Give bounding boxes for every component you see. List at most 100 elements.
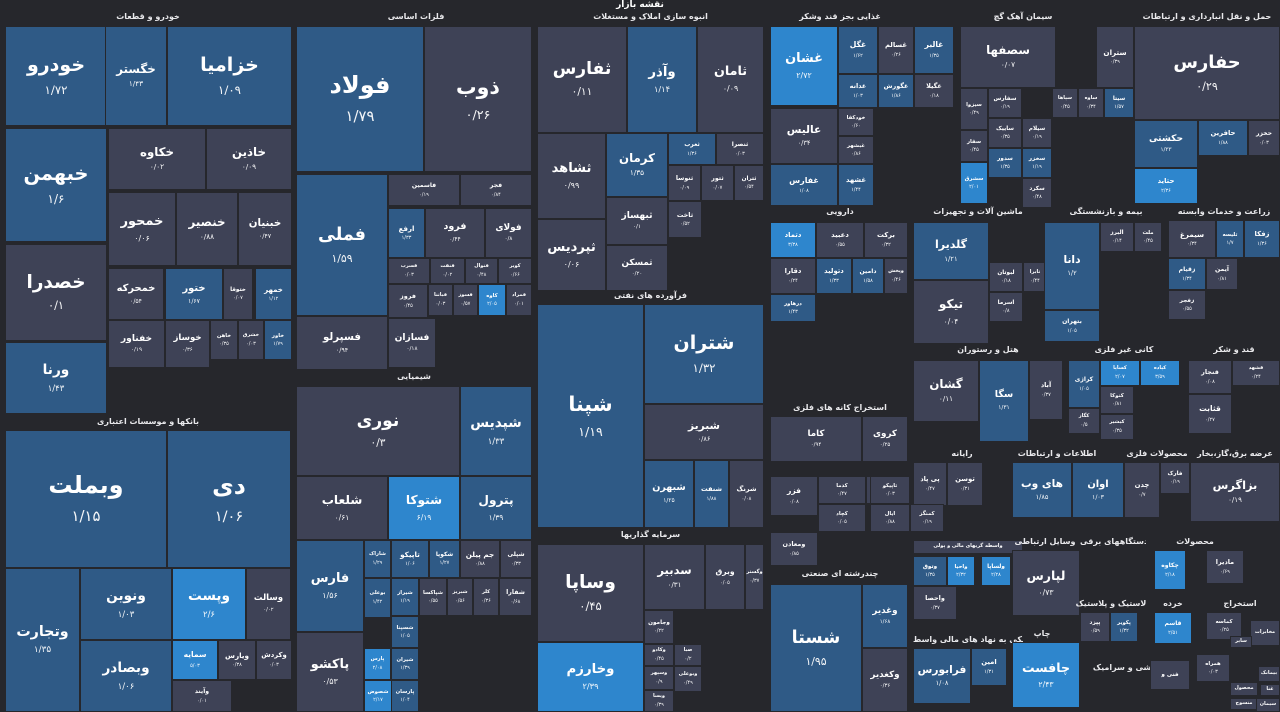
stock-tile[interactable]: ساییک ۰/۳۵: [988, 118, 1022, 148]
stock-tile[interactable]: وبرق ۰/۰۵: [705, 544, 745, 610]
stock-tile[interactable]: بتهران ۱/۰۵: [1044, 310, 1100, 342]
stock-tile[interactable]: کپاده ۳/۵۹: [1140, 360, 1180, 386]
stock-tile[interactable]: ثنوسا ۰/۰۹: [668, 165, 701, 201]
stock-tile[interactable]: ثمسکن ۰/۲۰: [606, 245, 668, 291]
stock-tile[interactable]: چکاوه ۲/۱۸: [1154, 550, 1186, 590]
stock-tile[interactable]: سمایه ۵/۰۳: [172, 640, 218, 680]
stock-tile[interactable]: کیشیر ۰/۳۵: [1100, 414, 1134, 440]
stock-tile[interactable]: چدن ۰/۷: [1124, 462, 1160, 518]
stock-tile[interactable]: واحیا ۲/۳۲: [947, 556, 975, 586]
stock-tile[interactable]: عالیس ۰/۳۴: [770, 108, 838, 164]
stock-tile[interactable]: فروز ۰/۴۵: [388, 284, 428, 318]
stock-tile[interactable]: وسالت ۰/۰۲: [246, 568, 291, 640]
stock-tile[interactable]: خکاوه ۰/۰۲: [108, 128, 206, 190]
stock-tile[interactable]: شتوکا ۶/۱۹: [388, 476, 460, 540]
stock-tile[interactable]: سیمان: [1256, 698, 1280, 712]
stock-tile[interactable]: مادیرا ۰/۶۹: [1206, 550, 1244, 584]
stock-tile[interactable]: وگستر ۰/۳۷: [745, 544, 764, 610]
stock-tile[interactable]: وکغدیر ۰/۳۶: [862, 648, 908, 712]
stock-tile[interactable]: خفناور ۰/۱۹: [108, 320, 165, 368]
stock-tile[interactable]: ذوب ۰/۲۶: [424, 26, 532, 172]
stock-tile[interactable]: فرابورس ۱/۰۸: [913, 648, 971, 704]
stock-tile[interactable]: خاهن ۰/۳۵: [210, 320, 238, 360]
stock-tile[interactable]: فسازان ۰/۱۸: [388, 318, 436, 368]
stock-tile[interactable]: شبریز ۰/۵۶: [447, 578, 473, 616]
stock-tile[interactable]: شتران ۱/۳۲: [644, 304, 764, 404]
stock-tile[interactable]: پکویر ۱/۳۲: [1110, 612, 1138, 642]
stock-tile[interactable]: سایر: [1230, 636, 1252, 648]
stock-tile[interactable]: سدور ۱/۳۵: [988, 148, 1022, 178]
stock-tile[interactable]: کویر ۰/۶۶: [498, 258, 532, 284]
stock-tile[interactable]: خمحرکه ۰/۵۴: [108, 268, 164, 320]
stock-tile[interactable]: گشان ۰/۱۱: [913, 360, 979, 422]
stock-tile[interactable]: پارسان ۱/۰۴: [391, 680, 419, 712]
stock-tile[interactable]: سپاها ۰/۴۵: [1052, 88, 1078, 118]
stock-tile[interactable]: فملی ۱/۵۹: [296, 174, 388, 316]
stock-tile[interactable]: برکت ۰/۳۲: [864, 222, 908, 258]
stock-tile[interactable]: وتوق ۱/۳۵: [913, 556, 947, 586]
stock-tile[interactable]: غشهد ۱/۴۴: [838, 164, 874, 206]
stock-tile[interactable]: خاذین ۰/۰۹: [206, 128, 292, 190]
stock-tile[interactable]: ارفع ۱/۳۳: [388, 208, 425, 258]
stock-tile[interactable]: گلدیرا ۱/۲۱: [913, 222, 989, 280]
stock-tile[interactable]: زفجر ۰/۵۵: [1168, 290, 1206, 320]
stock-tile[interactable]: دامین ۱/۵۸: [852, 258, 884, 294]
stock-tile[interactable]: شفارا ۰/۶۸: [499, 578, 532, 616]
stock-tile[interactable]: کماسه ۰/۲۵: [1206, 612, 1242, 640]
stock-tile[interactable]: درهاور ۱/۴۳: [770, 294, 816, 322]
stock-tile[interactable]: پی پاد ۰/۴۷: [913, 462, 947, 506]
stock-tile[interactable]: کلر ۰/۳۶: [473, 578, 499, 616]
stock-tile[interactable]: کساپا ۲/۰۷: [1100, 360, 1140, 386]
stock-tile[interactable]: شپلی ۰/۳۳: [500, 540, 532, 578]
stock-tile[interactable]: سگا ۱/۳۱: [979, 360, 1029, 442]
stock-tile[interactable]: غگورش ۱/۸۶: [878, 74, 914, 108]
stock-tile[interactable]: غسالم ۰/۲۶: [878, 26, 914, 74]
stock-tile[interactable]: فسپرلو ۰/۹۴: [296, 316, 388, 370]
stock-tile[interactable]: حفارس ۰/۲۹: [1134, 26, 1280, 120]
stock-tile[interactable]: ثغرب ۱/۳۶: [668, 133, 716, 165]
stock-tile[interactable]: خگستر ۱/۴۳: [105, 26, 167, 126]
stock-tile[interactable]: ساوه ۰/۳۴: [1078, 88, 1104, 118]
stock-tile[interactable]: وآذر ۱/۱۴: [627, 26, 697, 133]
stock-tile[interactable]: خصدرا ۰/۱: [5, 244, 107, 341]
stock-tile[interactable]: توسن ۰/۳۱: [947, 462, 983, 506]
stock-tile[interactable]: شپدیس ۱/۳۳: [460, 386, 532, 476]
stock-tile[interactable]: غگیلا ۰/۱۸: [914, 74, 954, 108]
stock-tile[interactable]: وپست ۲/۶: [172, 568, 246, 640]
stock-tile[interactable]: شلعاب ۰/۶۱: [296, 476, 388, 540]
stock-tile[interactable]: فنوال ۰/۴۸: [465, 258, 498, 284]
stock-tile[interactable]: شپنا ۱/۱۹: [537, 304, 644, 528]
stock-tile[interactable]: کراژی ۱/۰۵: [1068, 360, 1100, 408]
stock-tile[interactable]: ستران ۰/۳۹: [1096, 26, 1134, 88]
stock-tile[interactable]: وپخش ۰/۴۶: [884, 258, 908, 294]
stock-tile[interactable]: بزاگرس ۰/۱۹: [1190, 462, 1280, 522]
stock-tile[interactable]: امین ۱/۳۱: [971, 648, 1007, 686]
stock-tile[interactable]: ویسا ۰/۳۹: [644, 690, 674, 712]
stock-tile[interactable]: شپاکسا ۰/۵۵: [419, 578, 447, 616]
stock-tile[interactable]: شسپنا ۱/۰۵: [391, 616, 419, 648]
stock-tile[interactable]: ثپردیس ۰/۰۶: [537, 219, 606, 291]
stock-tile[interactable]: شبریز ۰/۸۶: [644, 404, 764, 460]
stock-tile[interactable]: قشهد ۰/۲۴: [1232, 360, 1280, 386]
stock-tile[interactable]: بیمانک: [1258, 666, 1280, 682]
stock-tile[interactable]: دانا ۱/۲: [1044, 222, 1100, 310]
stock-tile[interactable]: حتاید ۲/۳۶: [1134, 168, 1198, 204]
stock-tile[interactable]: تلیسه ۱/۷: [1216, 220, 1244, 258]
stock-tile[interactable]: ونوین ۱/۰۳: [80, 568, 172, 640]
stock-tile[interactable]: فارک ۰/۱۹: [1160, 462, 1190, 494]
stock-tile[interactable]: خمهر ۱/۱۲: [255, 268, 292, 320]
stock-tile[interactable]: سیمرغ ۰/۳۴: [1168, 220, 1216, 258]
stock-tile[interactable]: فارس ۱/۵۶: [296, 540, 364, 632]
stock-tile[interactable]: تاپیکو ۰/۰۳: [870, 476, 910, 504]
stock-tile[interactable]: فسرب ۰/۰۳: [388, 258, 430, 284]
stock-tile[interactable]: خشرق ۰/۰۳: [238, 320, 264, 360]
stock-tile[interactable]: ختور ۱/۶۷: [165, 268, 223, 320]
stock-tile[interactable]: خبنیان ۰/۴۷: [238, 192, 292, 266]
stock-tile[interactable]: تیکو ۰/۰۴: [913, 280, 989, 344]
stock-tile[interactable]: واحصا ۰/۳۷: [913, 586, 957, 620]
stock-tile[interactable]: سشرق ۲/۰۱: [960, 162, 988, 204]
stock-tile[interactable]: غدانه ۱/۰۳: [838, 74, 878, 108]
stock-tile[interactable]: دی ۱/۰۶: [167, 430, 291, 568]
stock-tile[interactable]: فاسمین ۰/۱۹: [388, 174, 460, 206]
